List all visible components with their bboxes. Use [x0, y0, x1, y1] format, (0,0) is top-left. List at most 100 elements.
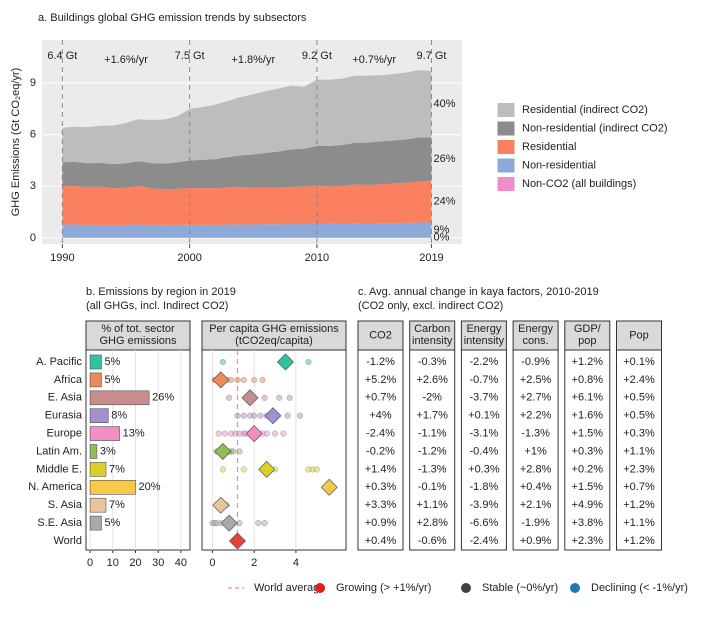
table-cell: +0.9% — [365, 517, 397, 529]
bar — [89, 354, 102, 370]
marker-label: 6.4 Gt — [47, 50, 77, 62]
value-label: 3% — [100, 445, 116, 457]
table-cell: +0.5% — [623, 392, 655, 404]
table-cell: -6.6% — [470, 517, 499, 529]
value-label: 5% — [104, 356, 120, 368]
table-cell: +1.2% — [623, 535, 655, 547]
country-dot — [251, 376, 258, 383]
x-tick-label: 1990 — [50, 252, 74, 264]
value-label: 8% — [111, 410, 127, 422]
header-text: (tCO2eq/capita) — [235, 335, 313, 347]
region-label: Middle E. — [36, 463, 82, 475]
legend-swatch — [496, 176, 516, 192]
bar — [89, 390, 150, 406]
table-cell: +0.2% — [572, 463, 604, 475]
region-label: E. Asia — [48, 392, 83, 404]
table-cell: +0.1% — [468, 410, 500, 422]
x-tick-label: 2 — [251, 557, 257, 569]
y-tick-label: 0 — [30, 232, 36, 244]
growth-label: +0.7%/yr — [352, 54, 396, 66]
table-cell: -0.3% — [418, 356, 447, 368]
header-box — [460, 320, 507, 351]
country-dot — [297, 412, 304, 419]
legend-swatch — [496, 139, 516, 155]
diamond — [220, 514, 238, 532]
header-box — [512, 320, 559, 351]
table-cell: +2.1% — [520, 499, 552, 511]
region-label: Europe — [47, 428, 82, 440]
table-cell: +1.1% — [416, 499, 448, 511]
table-cell: -1.2% — [418, 445, 447, 457]
table-cell: +0.4% — [520, 481, 552, 493]
header-box — [357, 320, 404, 351]
x-tick-label: 40 — [175, 557, 187, 569]
area — [62, 181, 432, 226]
legend-swatch — [496, 120, 516, 137]
marker-label: 9.7 Gt — [416, 50, 446, 62]
diamond — [212, 371, 230, 389]
legend-label: Non-residential — [522, 159, 596, 171]
table-cell: +0.3% — [468, 463, 500, 475]
panel-title: (all GHGs, incl. Indirect CO2) — [86, 300, 228, 312]
legend-swatch — [496, 102, 516, 118]
value-label: 5% — [104, 374, 120, 386]
area — [62, 137, 432, 190]
x-tick-label: 10 — [107, 557, 119, 569]
legend-label: Stable (~0%/yr) — [482, 582, 558, 594]
table-cell: +2.7% — [520, 392, 552, 404]
table-cell: +0.3% — [365, 481, 397, 493]
legend-dot — [570, 583, 580, 593]
header-box — [409, 320, 456, 351]
value-label: 5% — [104, 517, 120, 529]
diamond — [212, 496, 230, 514]
table-cell: +0.9% — [520, 535, 552, 547]
country-dot — [240, 466, 247, 473]
table-cell: +2.3% — [623, 463, 655, 475]
x-tick-label: 0 — [87, 557, 93, 569]
header-text: intensity — [412, 335, 453, 347]
legend-label: Declining (< -1%/yr) — [591, 582, 688, 594]
table-cell: +2.3% — [572, 535, 604, 547]
header-text: % of tot. sector — [101, 323, 175, 335]
table-cell: +5.2% — [365, 374, 397, 386]
table-cell: -0.1% — [418, 481, 447, 493]
header-text: CO2 — [369, 329, 392, 341]
panel-box — [564, 349, 611, 551]
y-tick-label: 6 — [30, 129, 36, 141]
country-dot — [263, 430, 270, 437]
region-label: A. Pacific — [36, 356, 82, 368]
table-cell: -1.3% — [521, 428, 550, 440]
diamond — [214, 443, 232, 460]
table-cell: +2.2% — [520, 410, 552, 422]
table-cell: +2.8% — [416, 517, 448, 529]
legend-label: World average — [254, 582, 325, 594]
region-label: Eurasia — [45, 410, 83, 422]
panel-title: c. Avg. annual change in kaya factors, 2… — [358, 286, 599, 298]
value-label: 7% — [109, 499, 125, 511]
header-text: GHG emissions — [99, 335, 177, 347]
panel-box — [512, 349, 559, 551]
table-cell: +4.9% — [572, 499, 604, 511]
header-text: Energy — [518, 323, 553, 335]
header-text: pop — [578, 335, 596, 347]
legend-dot — [461, 583, 471, 593]
bar — [89, 497, 107, 513]
country-dot — [240, 412, 247, 419]
header-text: Energy — [466, 323, 501, 335]
region-label: World — [53, 535, 82, 547]
table-cell: +3.8% — [572, 517, 604, 529]
share-label: 24% — [433, 196, 455, 208]
bar — [89, 444, 98, 459]
diamond — [241, 389, 259, 407]
share-label: 40% — [433, 98, 455, 110]
legend-swatch — [496, 157, 516, 174]
panel-box — [616, 349, 662, 551]
country-dot — [272, 430, 279, 437]
diamond — [228, 532, 246, 550]
country-dot — [251, 412, 258, 419]
region-label: Latin Am. — [36, 445, 82, 457]
chart-title: a. Buildings global GHG emission trends … — [38, 12, 307, 24]
growth-label: +1.6%/yr — [104, 54, 148, 66]
country-dot — [280, 430, 287, 437]
